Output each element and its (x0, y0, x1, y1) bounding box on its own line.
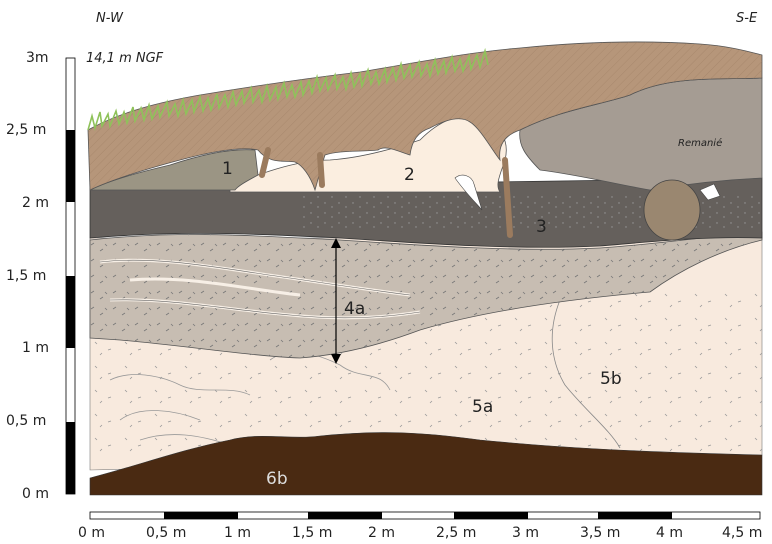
pebble (643, 179, 701, 241)
label-layer-3: 3 (536, 217, 547, 237)
v-tick-4: 2 m (22, 195, 49, 211)
h-tick-7: 3,5 m (580, 525, 620, 541)
label-layer-5b: 5b (600, 369, 622, 389)
horizontal-scale-bar (89, 511, 761, 520)
arrow-head-bottom (331, 354, 341, 364)
h-tick-9: 4,5 m (722, 525, 762, 541)
v-tick-3: 1,5 m (6, 268, 46, 284)
v-tick-5: 2,5 m (6, 122, 46, 138)
grass (87, 47, 489, 131)
v-tick-2: 1 m (22, 340, 49, 356)
layer-1 (89, 149, 259, 191)
layer-6b (89, 432, 763, 496)
label-layer-5a: 5a (472, 397, 493, 417)
root-streaks (259, 147, 513, 238)
orientation-right: S-E (736, 11, 758, 26)
white-inclusion (699, 183, 721, 201)
label-layer-1: 1 (222, 159, 233, 179)
label-layer-6b: 6b (266, 469, 288, 489)
topsoil-hatching (88, 41, 762, 191)
orientation-left: N-W (96, 11, 124, 26)
label-remanie: Remanié (678, 137, 722, 149)
h-tick-4: 2 m (368, 525, 395, 541)
h-tick-6: 3 m (512, 525, 539, 541)
h-tick-8: 4 m (656, 525, 683, 541)
layer-4a-texture (90, 232, 762, 358)
h-tick-0: 0 m (78, 525, 105, 541)
layer-5a-contours (109, 352, 391, 446)
v-tick-0: 0 m (22, 486, 49, 502)
v-tick-1: 0,5 m (6, 413, 46, 429)
altitude-label: 14,1 m NGF (86, 51, 164, 66)
arrow-head-top (331, 238, 341, 248)
v-tick-6: 3m (26, 50, 49, 66)
h-tick-3: 1,5 m (292, 525, 332, 541)
label-layer-4a: 4a (344, 299, 365, 319)
h-tick-2: 1 m (224, 525, 251, 541)
layer-5b-boundary (551, 299, 621, 449)
white-tooth (454, 174, 483, 211)
h-tick-1: 0,5 m (146, 525, 186, 541)
label-layer-2: 2 (404, 165, 415, 185)
h-tick-5: 2,5 m (436, 525, 476, 541)
